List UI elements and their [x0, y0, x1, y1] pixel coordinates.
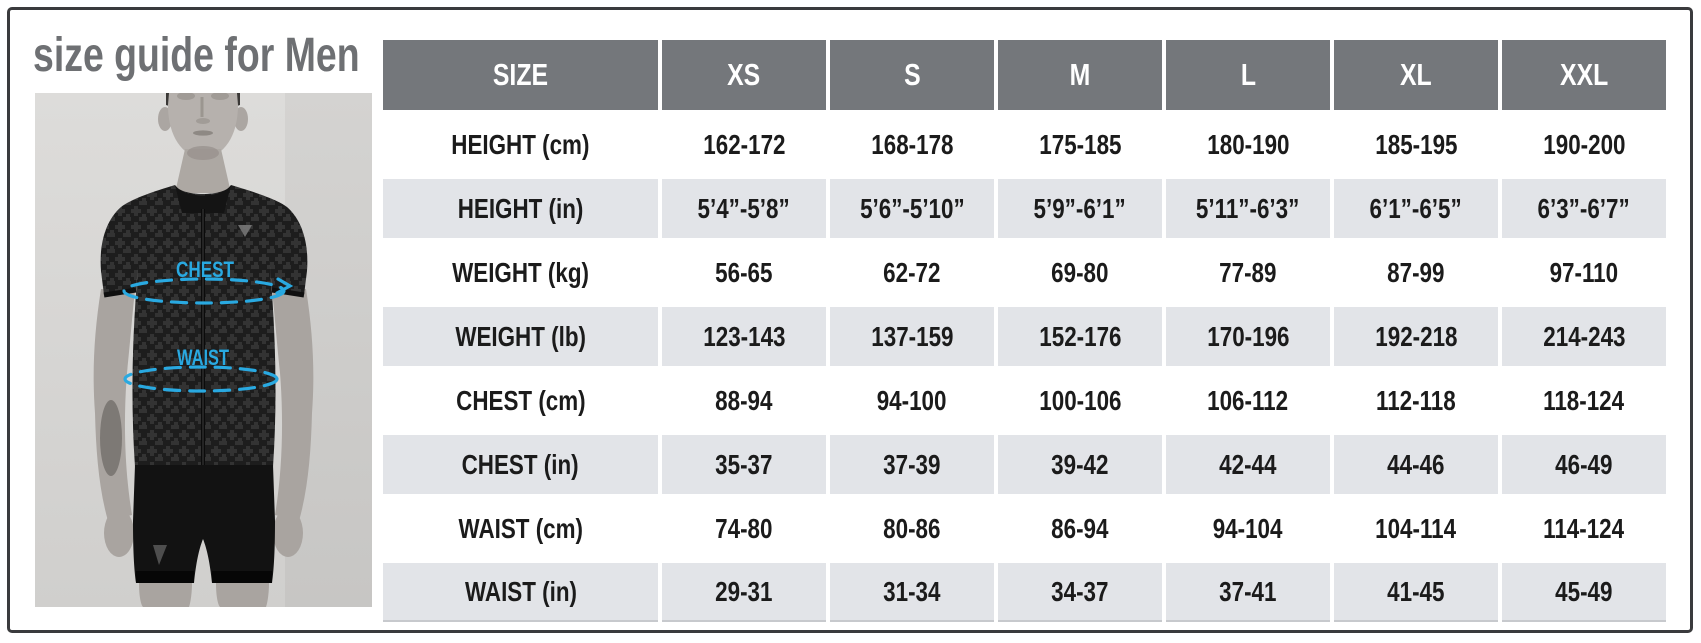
size-value-cell: 152-176 — [998, 307, 1162, 366]
size-value-cell: 86-94 — [998, 499, 1162, 558]
size-value-cell: 185-195 — [1334, 115, 1498, 174]
size-value-cell: 104-114 — [1334, 499, 1498, 558]
chest-arrow-icon — [275, 277, 294, 295]
size-value-cell: 29-31 — [662, 563, 826, 622]
size-value-cell: 5’9”-6’1” — [998, 179, 1162, 238]
man-neck — [175, 146, 231, 193]
table-row: WAIST (cm) 74-80 80-86 86-94 94-104 104-114 11… — [383, 499, 1666, 558]
row-label-cell: WEIGHT (kg) — [383, 243, 658, 302]
size-value-cell: 34-37 — [998, 563, 1162, 622]
size-value-cell: 46-49 — [1502, 435, 1666, 494]
table-header-row: SIZE XS S M L XL XXL — [383, 40, 1666, 110]
size-value-cell: 44-46 — [1334, 435, 1498, 494]
size-value-cell: 162-172 — [662, 115, 826, 174]
row-label-cell: WAIST (in) — [383, 563, 658, 622]
size-value-cell: 175-185 — [998, 115, 1162, 174]
size-value-cell: 190-200 — [1502, 115, 1666, 174]
size-value-cell: 170-196 — [1166, 307, 1330, 366]
size-value-cell: 62-72 — [830, 243, 994, 302]
waist-ellipse — [123, 365, 279, 393]
size-value-cell: 56-65 — [662, 243, 826, 302]
size-table: SIZE XS S M L XL XXL HEIGHT (cm) 162-172 1… — [383, 40, 1666, 622]
size-value-cell: 87-99 — [1334, 243, 1498, 302]
size-value-cell: 6’3”-6’7” — [1502, 179, 1666, 238]
product-photo: CHEST WAIST — [35, 93, 372, 607]
man-jersey — [100, 185, 308, 467]
size-value-cell: 112-118 — [1334, 371, 1498, 430]
size-value-cell: 168-178 — [830, 115, 994, 174]
size-value-cell: 180-190 — [1166, 115, 1330, 174]
size-value-cell: 214-243 — [1502, 307, 1666, 366]
size-value-cell: 88-94 — [662, 371, 826, 430]
size-value-cell: 100-106 — [998, 371, 1162, 430]
header-cell-s: S — [830, 40, 994, 110]
size-value-cell: 114-124 — [1502, 499, 1666, 558]
row-label-cell: HEIGHT (cm) — [383, 115, 658, 174]
man-shorts — [133, 465, 275, 607]
size-value-cell: 39-42 — [998, 435, 1162, 494]
table-row: CHEST (cm) 88-94 94-100 100-106 106-112 112-1… — [383, 371, 1666, 430]
brand-logo — [238, 225, 252, 237]
header-cell-xl: XL — [1334, 40, 1498, 110]
size-value-cell: 45-49 — [1502, 563, 1666, 622]
size-value-cell: 37-39 — [830, 435, 994, 494]
size-value-cell: 77-89 — [1166, 243, 1330, 302]
header-cell-m: M — [998, 40, 1162, 110]
row-label-cell: CHEST (in) — [383, 435, 658, 494]
man-head — [158, 93, 248, 158]
table-row: WAIST (in) 29-31 31-34 34-37 37-41 41-45 45-49 — [383, 563, 1666, 622]
header-cell-size: SIZE — [383, 40, 658, 110]
page-title: size guide for Men — [33, 29, 360, 82]
table-row: CHEST (in) 35-37 37-39 39-42 42-44 44-46 46-49 — [383, 435, 1666, 494]
size-value-cell: 69-80 — [998, 243, 1162, 302]
size-value-cell: 5’6”-5’10” — [830, 179, 994, 238]
table-row: HEIGHT (in) 5’4”-5’8” 5’6”-5’10” 5’9”-6’1” 5… — [383, 179, 1666, 238]
size-value-cell: 35-37 — [662, 435, 826, 494]
row-label-cell: HEIGHT (in) — [383, 179, 658, 238]
table-row: WEIGHT (kg) 56-65 62-72 69-80 77-89 87-99 97-1… — [383, 243, 1666, 302]
table-row: WEIGHT (lb) 123-143 137-159 152-176 170-196 1… — [383, 307, 1666, 366]
header-cell-l: L — [1166, 40, 1330, 110]
table-body: HEIGHT (cm) 162-172 168-178 175-185 180-190 1… — [383, 115, 1666, 622]
size-value-cell: 80-86 — [830, 499, 994, 558]
size-value-cell: 5’4”-5’8” — [662, 179, 826, 238]
size-value-cell: 41-45 — [1334, 563, 1498, 622]
size-value-cell: 97-110 — [1502, 243, 1666, 302]
chest-annotation: CHEST — [122, 257, 294, 305]
size-value-cell: 137-159 — [830, 307, 994, 366]
header-cell-xxl: XXL — [1502, 40, 1666, 110]
row-label-cell: WAIST (cm) — [383, 499, 658, 558]
size-value-cell: 118-124 — [1502, 371, 1666, 430]
size-value-cell: 5’11”-6’3” — [1166, 179, 1330, 238]
size-value-cell: 31-34 — [830, 563, 994, 622]
row-label-cell: CHEST (cm) — [383, 371, 658, 430]
size-value-cell: 37-41 — [1166, 563, 1330, 622]
size-value-cell: 192-218 — [1334, 307, 1498, 366]
table-row: HEIGHT (cm) 162-172 168-178 175-185 180-190 1… — [383, 115, 1666, 174]
waist-annotation: WAIST — [123, 345, 279, 393]
size-value-cell: 74-80 — [662, 499, 826, 558]
size-value-cell: 123-143 — [662, 307, 826, 366]
man-figure: CHEST WAIST — [35, 93, 372, 607]
row-label-cell: WEIGHT (lb) — [383, 307, 658, 366]
size-value-cell: 106-112 — [1166, 371, 1330, 430]
header-cell-xs: XS — [662, 40, 826, 110]
man-arms — [93, 289, 314, 557]
size-value-cell: 6’1”-6’5” — [1334, 179, 1498, 238]
size-value-cell: 94-104 — [1166, 499, 1330, 558]
size-value-cell: 42-44 — [1166, 435, 1330, 494]
size-value-cell: 94-100 — [830, 371, 994, 430]
